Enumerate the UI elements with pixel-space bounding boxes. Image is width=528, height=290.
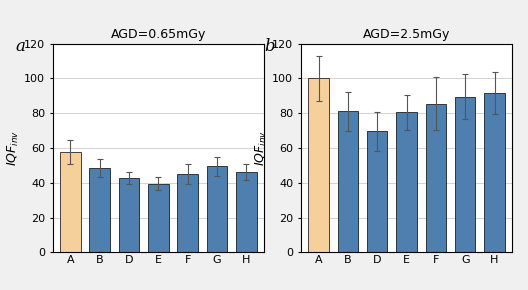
Bar <box>236 172 257 252</box>
Y-axis label: IQF$_{inv}$: IQF$_{inv}$ <box>6 130 21 166</box>
Bar <box>119 178 139 252</box>
Bar <box>397 112 417 252</box>
Bar <box>484 93 505 252</box>
Bar <box>367 131 388 252</box>
Bar <box>207 166 228 252</box>
Bar <box>89 168 110 252</box>
Text: a: a <box>16 38 26 55</box>
Bar <box>426 104 446 252</box>
Y-axis label: IQF$_{inv}$: IQF$_{inv}$ <box>254 130 269 166</box>
Bar <box>60 152 81 252</box>
Bar <box>337 111 358 252</box>
Bar <box>308 78 329 252</box>
Bar <box>455 97 476 252</box>
Bar <box>177 174 198 252</box>
Bar <box>148 184 168 252</box>
Text: b: b <box>264 38 275 55</box>
Title: AGD=2.5mGy: AGD=2.5mGy <box>363 28 450 41</box>
Title: AGD=0.65mGy: AGD=0.65mGy <box>111 28 206 41</box>
